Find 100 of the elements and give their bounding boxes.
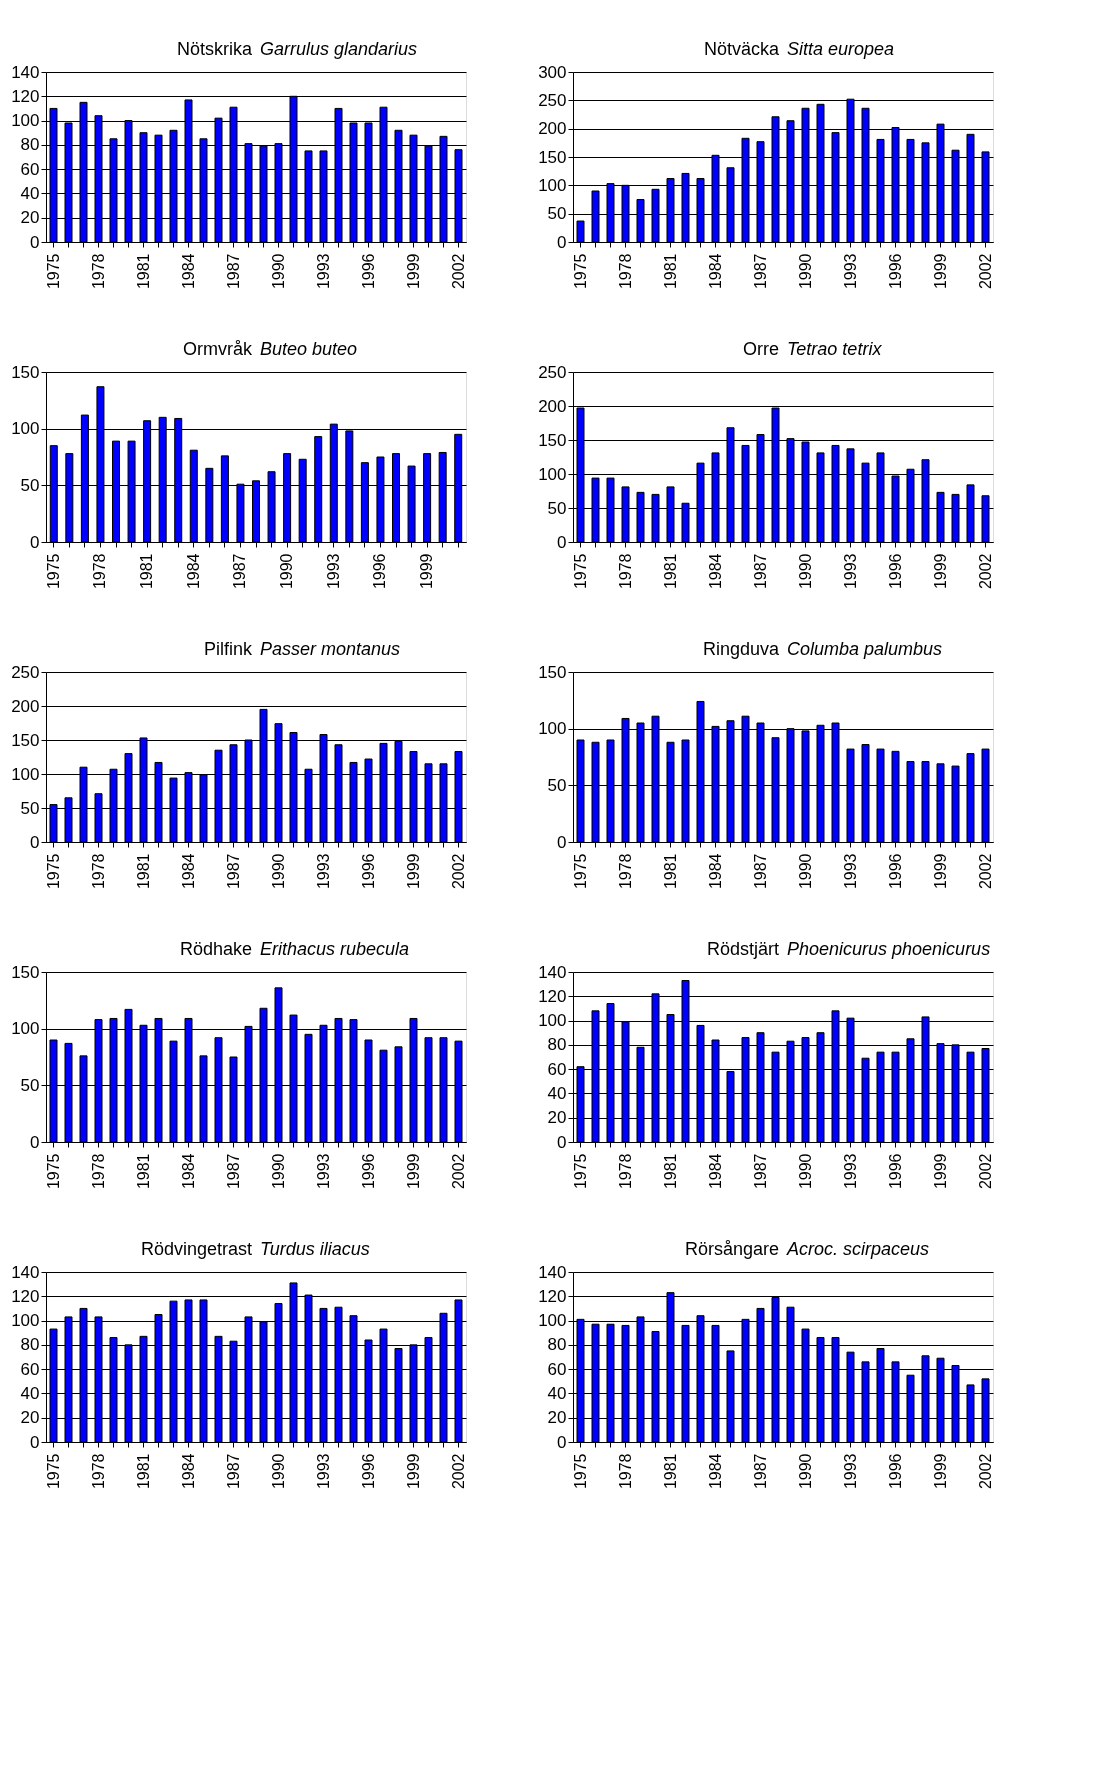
x-tick-label: 1987 <box>224 1153 242 1190</box>
x-tick-label: 1996 <box>886 853 904 890</box>
x-tick-label: 1981 <box>661 253 679 290</box>
x-tick-label: 1978 <box>89 1153 107 1190</box>
x-tick-label: 1990 <box>269 1453 287 1490</box>
x-tick-label: 1996 <box>886 1453 904 1490</box>
x-tick-label: 1978 <box>89 853 107 890</box>
x-tick-label: 1984 <box>706 253 724 290</box>
x-tick-label: 1984 <box>184 553 202 590</box>
y-tick-label: 100 <box>538 175 567 195</box>
y-tick-label: 50 <box>547 775 567 795</box>
x-tick-label: 1981 <box>661 853 679 890</box>
y-tick-label: 200 <box>538 396 567 416</box>
y-tick-label: 150 <box>11 730 40 750</box>
chart-title: Nötskrika <box>176 39 253 59</box>
x-tick-label: 1984 <box>179 1153 197 1190</box>
chart-title: Rörsångare <box>684 1239 779 1259</box>
y-tick-label: 50 <box>20 798 40 818</box>
y-tick-label: 100 <box>538 1011 567 1031</box>
y-tick-label: 0 <box>557 832 567 852</box>
x-tick-label: 1999 <box>931 1153 949 1190</box>
y-tick-label: 150 <box>11 962 40 982</box>
x-tick-label: 1978 <box>616 553 634 590</box>
x-tick-label: 1981 <box>134 853 152 890</box>
y-tick-label: 60 <box>547 1359 567 1379</box>
y-tick-label: 150 <box>11 362 40 382</box>
y-tick-label: 100 <box>11 419 40 439</box>
chart-title: Rödvingetrast <box>140 1239 252 1259</box>
chart-subtitle: Erithacus rubecula <box>260 939 410 959</box>
x-tick-label: 1999 <box>931 253 949 290</box>
y-tick-label: 50 <box>20 475 40 495</box>
x-tick-label: 1990 <box>796 253 814 290</box>
x-tick-label: 2002 <box>976 553 994 590</box>
x-tick-label: 1975 <box>571 853 589 890</box>
x-tick-label: 1999 <box>931 553 949 590</box>
y-tick-label: 140 <box>11 1262 40 1282</box>
y-tick-label: 80 <box>547 1035 567 1055</box>
x-tick-label: 1981 <box>134 1453 152 1490</box>
y-tick-label: 250 <box>538 90 567 110</box>
y-tick-label: 0 <box>30 232 40 252</box>
y-tick-label: 140 <box>538 1262 567 1282</box>
x-tick-label: 1990 <box>269 853 287 890</box>
y-tick-label: 20 <box>547 1108 567 1128</box>
x-tick-label: 2002 <box>976 1453 994 1490</box>
y-tick-label: 150 <box>538 662 567 682</box>
x-tick-label: 1993 <box>841 853 859 890</box>
x-tick-label: 2002 <box>449 1453 467 1490</box>
y-tick-label: 300 <box>538 62 567 82</box>
x-tick-label: 1990 <box>796 1153 814 1190</box>
x-tick-label: 1996 <box>886 553 904 590</box>
chart-subtitle: Buteo buteo <box>260 339 358 359</box>
y-tick-label: 120 <box>538 986 567 1006</box>
chart-subtitle: Tetrao tetrix <box>787 339 883 359</box>
x-tick-label: 1987 <box>751 253 769 290</box>
x-tick-label: 1999 <box>404 1453 422 1490</box>
x-tick-label: 1975 <box>44 1153 62 1190</box>
y-tick-label: 50 <box>547 204 567 224</box>
x-tick-label: 1987 <box>751 1153 769 1190</box>
x-tick-label: 1990 <box>278 553 296 590</box>
y-tick-label: 50 <box>547 498 567 518</box>
x-tick-label: 1987 <box>224 1453 242 1490</box>
x-tick-label: 2002 <box>449 1153 467 1190</box>
x-tick-label: 1999 <box>418 553 436 590</box>
x-tick-label: 1990 <box>796 853 814 890</box>
x-tick-label: 1984 <box>706 853 724 890</box>
chart-title: Rödhake <box>179 939 252 959</box>
chart-subtitle: Columba palumbus <box>787 639 943 659</box>
y-tick-label: 100 <box>11 1311 40 1331</box>
x-tick-label: 1993 <box>314 1453 332 1490</box>
y-tick-label: 100 <box>11 764 40 784</box>
x-tick-label: 1999 <box>404 1153 422 1190</box>
chart-title: Orre <box>743 339 779 359</box>
x-tick-label: 1975 <box>44 553 62 590</box>
x-tick-label: 1990 <box>796 1453 814 1490</box>
x-tick-label: 1993 <box>841 1153 859 1190</box>
y-tick-label: 60 <box>20 1359 40 1379</box>
y-tick-label: 80 <box>20 135 40 155</box>
x-tick-label: 1984 <box>706 553 724 590</box>
x-tick-label: 1999 <box>931 853 949 890</box>
x-tick-label: 1978 <box>89 253 107 290</box>
x-tick-label: 1984 <box>706 1453 724 1490</box>
chart-title: Ormvråk <box>183 339 253 359</box>
y-tick-label: 140 <box>11 62 40 82</box>
chart-subtitle: Sitta europea <box>787 39 895 59</box>
x-tick-label: 1981 <box>661 553 679 590</box>
y-tick-label: 100 <box>538 719 567 739</box>
chart-title: Pilfink <box>203 639 253 659</box>
y-tick-label: 60 <box>547 1059 567 1079</box>
x-tick-label: 1978 <box>616 853 634 890</box>
y-tick-label: 40 <box>20 1383 40 1403</box>
y-tick-label: 50 <box>20 1075 40 1095</box>
x-tick-label: 1975 <box>571 1453 589 1490</box>
y-tick-label: 120 <box>538 1286 567 1306</box>
x-tick-label: 1981 <box>661 1153 679 1190</box>
y-tick-label: 200 <box>11 696 40 716</box>
y-tick-label: 100 <box>538 464 567 484</box>
x-tick-label: 1975 <box>571 1153 589 1190</box>
chart-title: Rödstjärt <box>706 939 779 959</box>
x-tick-label: 2002 <box>449 853 467 890</box>
x-tick-label: 1993 <box>314 853 332 890</box>
